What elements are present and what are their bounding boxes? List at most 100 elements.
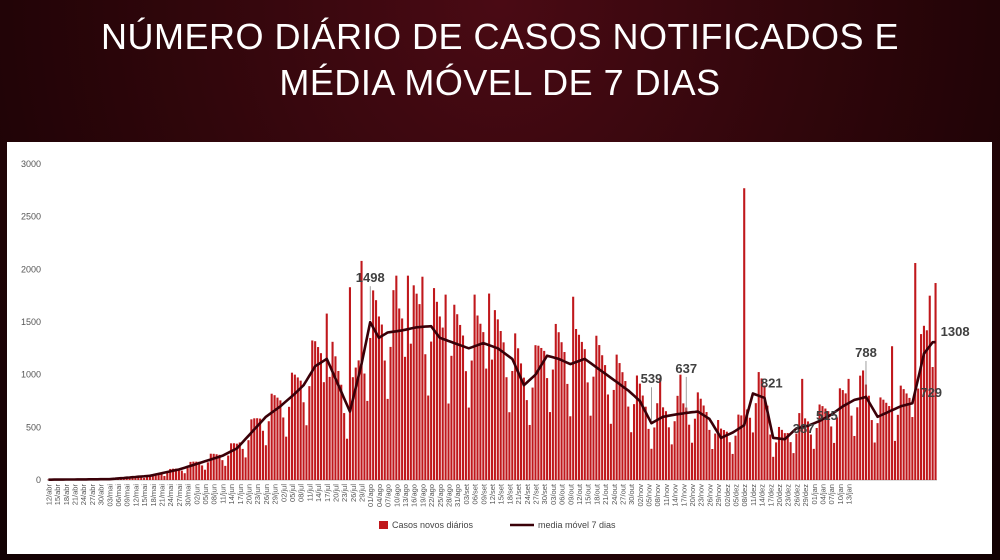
bar [554,323,557,480]
bar [748,417,752,480]
bar [174,468,178,480]
bar [847,378,850,480]
bar [679,374,682,480]
bar [835,417,839,480]
y-tick-label: 1000 [21,370,41,380]
bar [374,300,378,480]
bar [331,341,334,480]
bar [241,448,244,480]
bar [719,428,723,480]
bar [717,420,720,480]
x-tick-label: 17/jun [236,484,245,504]
bar [531,387,534,480]
bar [473,294,476,480]
bar [377,316,380,480]
x-tick-label: 30/mai [184,484,193,507]
bar [621,372,624,480]
x-tick-label: 23/jun [253,484,262,504]
bar [801,378,804,480]
x-tick-label: 13/ago [401,484,410,507]
bar [676,395,679,480]
x-tick-label: 12/abr [44,484,53,506]
bar [183,473,186,480]
bar [450,355,453,480]
bar [882,399,885,480]
bar [328,376,331,480]
x-tick-label: 21/set [514,483,523,504]
bar [534,345,537,480]
x-tick-label: 17/nov [679,484,688,507]
x-tick-label: 09/mai [123,484,132,507]
bar [627,406,630,480]
bar [841,390,844,480]
legend: Casos novos diários media móvel 7 dias [379,520,616,530]
bar [827,411,830,480]
bar [595,335,598,480]
x-tick-label: 03/out [549,483,558,505]
bar [528,424,531,480]
bar [873,442,876,480]
slide-title: NÚMERO DIÁRIO DE CASOS NOTIFICADOS E MÉD… [0,14,1000,106]
bar [276,397,279,480]
bar [664,411,667,480]
x-tick-label: 20/jun [244,484,253,504]
bar [151,474,154,480]
bar [482,332,485,480]
bar [656,403,659,480]
bar [572,296,575,480]
x-tick-label: 14/jul [314,484,323,502]
bar [154,473,157,480]
x-tick-label: 27/abr [88,484,97,506]
x-tick-label: 19/ago [418,484,427,507]
legend-bar-label: Casos novos diários [392,520,474,530]
bar [325,313,328,480]
bar [195,461,198,480]
bar [247,440,250,480]
bar [563,352,566,480]
bar [859,375,862,480]
bar [818,404,821,480]
bar [488,293,491,480]
bar [548,412,552,480]
bar [722,430,725,480]
x-tick-label: 12/set [488,483,497,504]
y-tick-label: 2500 [21,212,41,222]
x-axis: 12/abr 15/abr 18/abr 21/abr 24/abr 27/abr 30/a… [44,483,853,507]
bar [740,415,743,480]
bar [928,295,931,480]
x-tick-label: 26/jul [349,484,358,502]
x-tick-label: 04/jan [818,484,827,504]
bar [609,423,612,480]
bar [311,340,314,480]
bar [441,327,444,480]
bar [322,382,325,480]
x-tick-label: 05/jun [201,484,210,504]
bar [630,432,633,480]
y-tick-label: 1500 [21,317,41,327]
bar [879,397,882,480]
bar [685,407,688,480]
x-tick-label: 12/mai [131,484,140,507]
bar [569,416,572,480]
x-tick-label: 11/nov [662,484,671,506]
bar [763,385,766,480]
bar [409,343,412,480]
bar-series [47,188,937,480]
bar [667,427,670,480]
callout-label: 821 [761,376,783,391]
bar [160,474,163,480]
x-tick-label: 02/jun [192,484,201,504]
bar [479,323,482,480]
bar [427,395,430,480]
bar [218,454,221,480]
bar [380,324,383,480]
title-line-1: NÚMERO DIÁRIO DE CASOS NOTIFICADOS E [100,16,900,57]
bar [467,407,470,480]
x-tick-label: 18/out [592,483,601,505]
x-tick-label: 18/set [505,483,514,504]
y-tick-label: 3000 [21,159,41,169]
bar [867,395,870,480]
bar [931,367,934,480]
bar [705,412,708,480]
